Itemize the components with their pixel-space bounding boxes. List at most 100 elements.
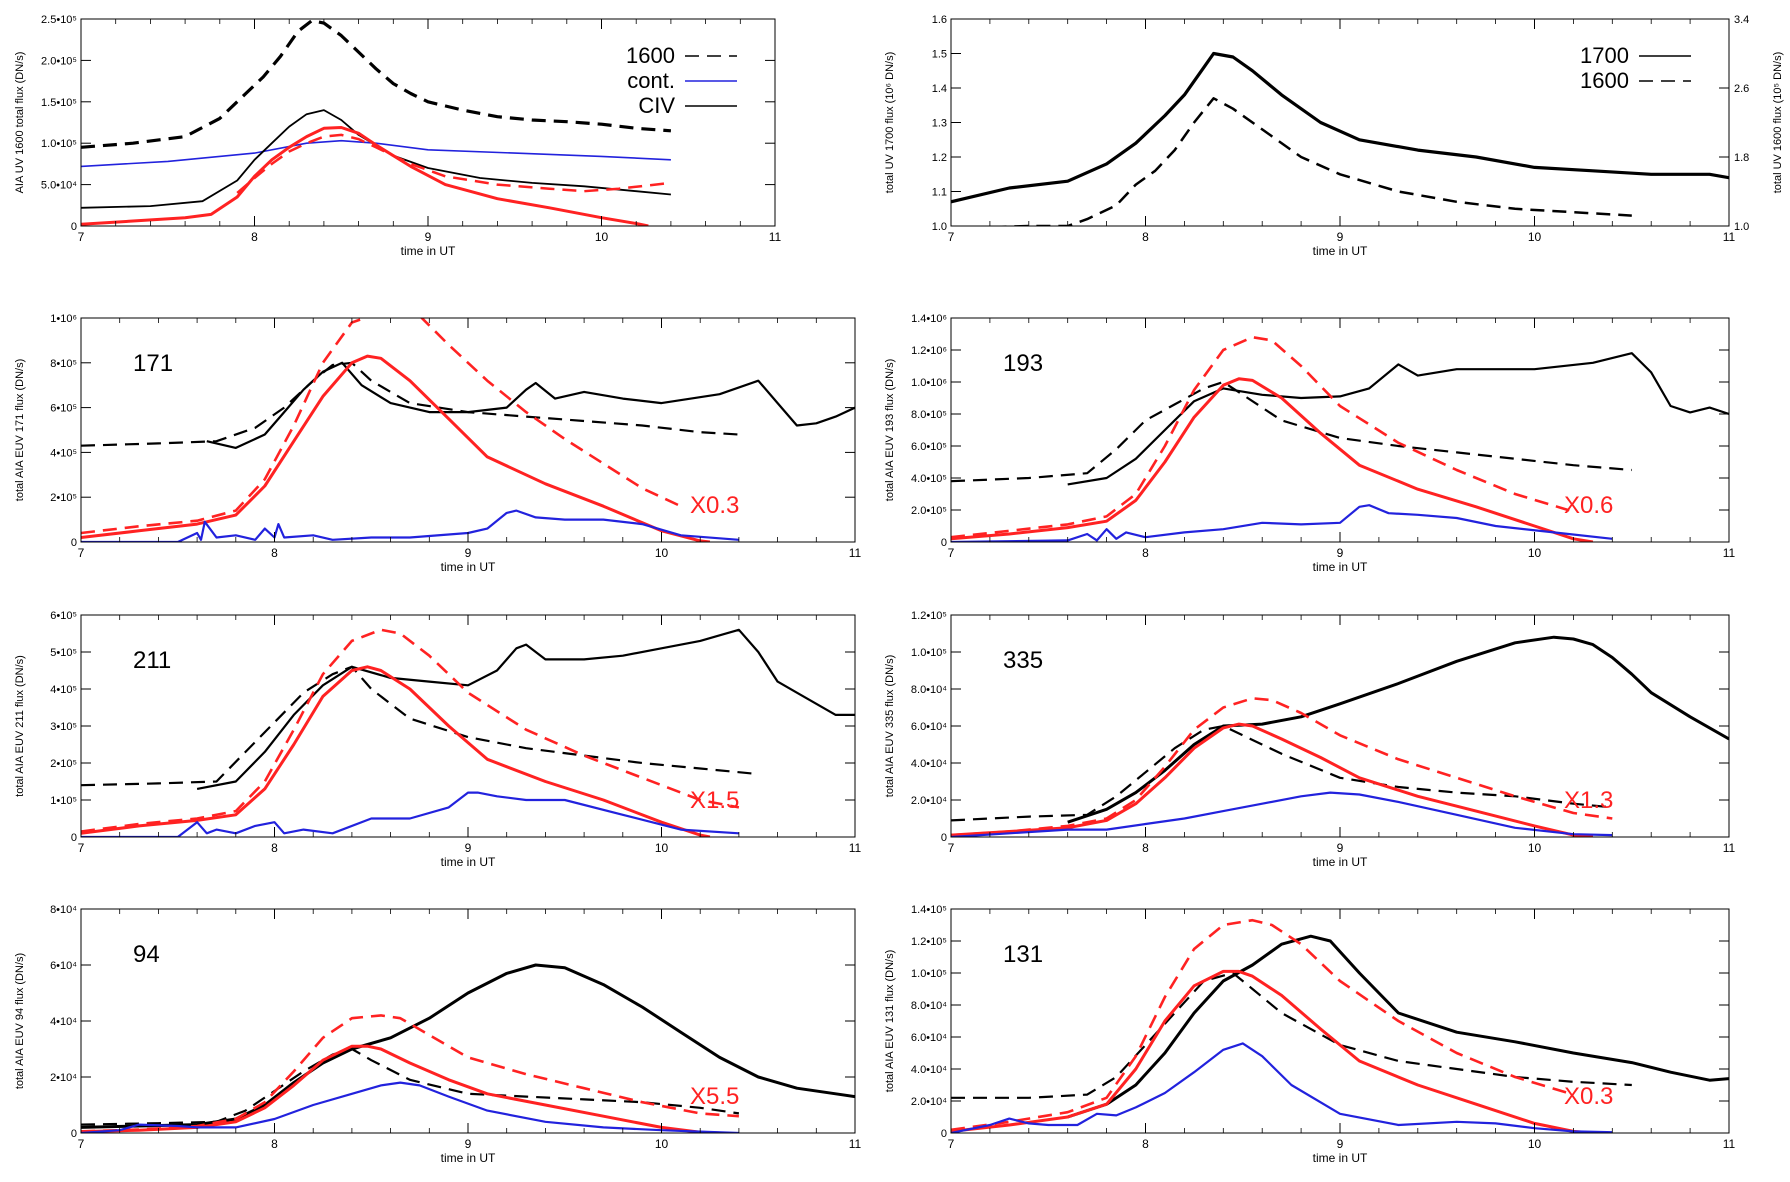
x-tick-label: 8 [1142, 841, 1149, 855]
x-axis-label: time in UT [1313, 244, 1368, 258]
x-axis-label: time in UT [1313, 560, 1368, 574]
x-tick-label: 10 [1528, 841, 1542, 855]
legend-label: cont. [627, 68, 675, 93]
y-tick-label: 2•10⁵ [50, 492, 77, 504]
x-tick-label: 7 [948, 1137, 955, 1151]
series-line-2 [951, 377, 1594, 542]
y-tick-label: 1.3 [932, 118, 947, 130]
x-tick-label: 11 [1723, 1137, 1736, 1151]
legend-label: 1600 [626, 43, 675, 68]
series-group [81, 318, 855, 542]
series-line-3 [81, 318, 369, 535]
series-line-0 [951, 51, 1729, 204]
y-tick-label: 3•10⁵ [50, 721, 77, 733]
y-tick-label: 1.2•10⁵ [911, 610, 947, 622]
y-tick-label: 1.1 [932, 187, 947, 199]
x-tick-label: 8 [271, 1137, 278, 1151]
series-group [951, 635, 1729, 837]
series-line-0 [1067, 352, 1729, 486]
panel-p3: 7 8 9 10 11 time in UT 0 2•10⁵ 4•10⁵ 6•10⁵ 8•10⁵ 1•… [14, 313, 862, 574]
x-tick-label: 7 [78, 1137, 85, 1151]
series-line-0 [196, 628, 855, 790]
scale-annotation: X1.3 [1564, 787, 1613, 814]
x-tick-label: 8 [271, 841, 278, 855]
panel-label: 131 [1003, 941, 1043, 968]
scale-annotation: X0.6 [1564, 492, 1613, 519]
x-tick-label: 8 [1142, 230, 1149, 244]
y-tick-label: 0 [71, 221, 77, 233]
x-tick-label: 9 [465, 841, 472, 855]
x-tick-label: 11 [849, 841, 862, 855]
x-tick-label: 10 [655, 546, 669, 560]
y-right-tick-label: 1.0 [1734, 221, 1749, 233]
x-tick-label: 9 [1337, 546, 1344, 560]
x-axis-label: time in UT [441, 560, 496, 574]
series-line-1 [81, 361, 739, 447]
panel-p6: 7 8 9 10 11 time in UT 0 2.0•10⁴ 4.0•10⁴ 6.0•10⁴ 8… [884, 610, 1736, 869]
x-tick-label: 10 [1528, 230, 1542, 244]
y-tick-label: 2.0•10⁵ [41, 55, 77, 67]
series-line-3 [81, 126, 649, 226]
x-tick-label: 9 [1337, 841, 1344, 855]
y-tick-label: 6.0•10⁴ [911, 1032, 947, 1044]
y-tick-label: 1.4•10⁶ [911, 313, 947, 325]
panel-label: 171 [133, 350, 173, 377]
y-tick-label: 4.0•10⁴ [911, 758, 947, 770]
x-axis-label: time in UT [1313, 1151, 1368, 1165]
x-tick-label: 11 [769, 230, 782, 244]
y-tick-label: 0 [71, 832, 77, 844]
y-tick-label: 5.0•10⁴ [41, 180, 77, 192]
x-tick-label: 7 [948, 230, 955, 244]
x-tick-label: 9 [465, 1137, 472, 1151]
y-axis-label: total UV 1700 flux (10⁶ DN/s) [884, 52, 896, 193]
x-tick-label: 8 [1142, 1137, 1149, 1151]
x-tick-label: 11 [1723, 841, 1736, 855]
series-line-2 [81, 354, 711, 542]
series-line-3 [81, 1014, 739, 1133]
panel-p2: 7 8 9 10 11 time in UT 1.0 1.1 1.2 1.3 1.4 1.5 1.6 1.… [884, 14, 1784, 258]
y-tick-label: 2.5•10⁵ [41, 14, 77, 26]
y-tick-label: 1.0•10⁵ [911, 968, 947, 980]
y-tick-label: 1•10⁶ [50, 313, 77, 325]
y-tick-label: 6•10⁵ [50, 610, 77, 622]
scale-annotation: X0.3 [1564, 1083, 1613, 1110]
y-tick-label: 1.4 [932, 83, 947, 95]
y-axis-label: total AIA EUV 131 flux (DN/s) [884, 950, 896, 1092]
scale-annotation: X1.5 [690, 787, 739, 814]
series-line-3 [951, 335, 1574, 539]
y-right-axis-label: total UV 1600 flux (10⁵ DN/s) [1772, 52, 1784, 194]
y-tick-label: 6.0•10⁴ [911, 721, 947, 733]
series-line-4 [951, 504, 1613, 542]
y-tick-label: 1.2•10⁶ [911, 345, 947, 357]
x-tick-label: 11 [849, 546, 862, 560]
series-line-2 [951, 969, 1594, 1133]
y-tick-label: 1.4•10⁵ [911, 904, 947, 916]
x-tick-label: 10 [655, 841, 669, 855]
series-line-2 [81, 109, 671, 209]
panel-p4: 7 8 9 10 11 time in UT 0 2.0•10⁵ 4.0•10⁵ 6.0•10⁵ 8… [884, 313, 1736, 574]
series-line-3 [81, 628, 740, 833]
y-tick-label: 8•10⁴ [50, 904, 77, 916]
series-line-0 [1067, 635, 1729, 824]
series-line-0 [206, 361, 855, 449]
x-tick-label: 7 [948, 841, 955, 855]
series-line-3 [951, 918, 1574, 1132]
y-tick-label: 6•10⁵ [50, 403, 77, 415]
series-line-4 [951, 791, 1613, 837]
series-group [81, 963, 855, 1133]
x-tick-label: 7 [78, 546, 85, 560]
series-line-1 [985, 97, 1632, 226]
y-tick-label: 4.0•10⁵ [911, 473, 947, 485]
y-tick-label: 2.0•10⁵ [911, 505, 947, 517]
y-tick-label: 2.0•10⁴ [911, 795, 947, 807]
y-axis-label: total AIA EUV 94 flux (DN/s) [14, 953, 26, 1089]
x-tick-label: 8 [271, 546, 278, 560]
y-tick-label: 2•10⁵ [50, 758, 77, 770]
y-axis-label: total AIA EUV 193 flux (DN/s) [884, 359, 896, 501]
y-axis-label: total AIA EUV 211 flux (DN/s) [14, 655, 26, 797]
series-group [81, 19, 672, 226]
y-tick-label: 8.0•10⁴ [911, 1000, 947, 1012]
x-tick-label: 8 [1142, 546, 1149, 560]
y-tick-label: 1.2 [932, 152, 947, 164]
